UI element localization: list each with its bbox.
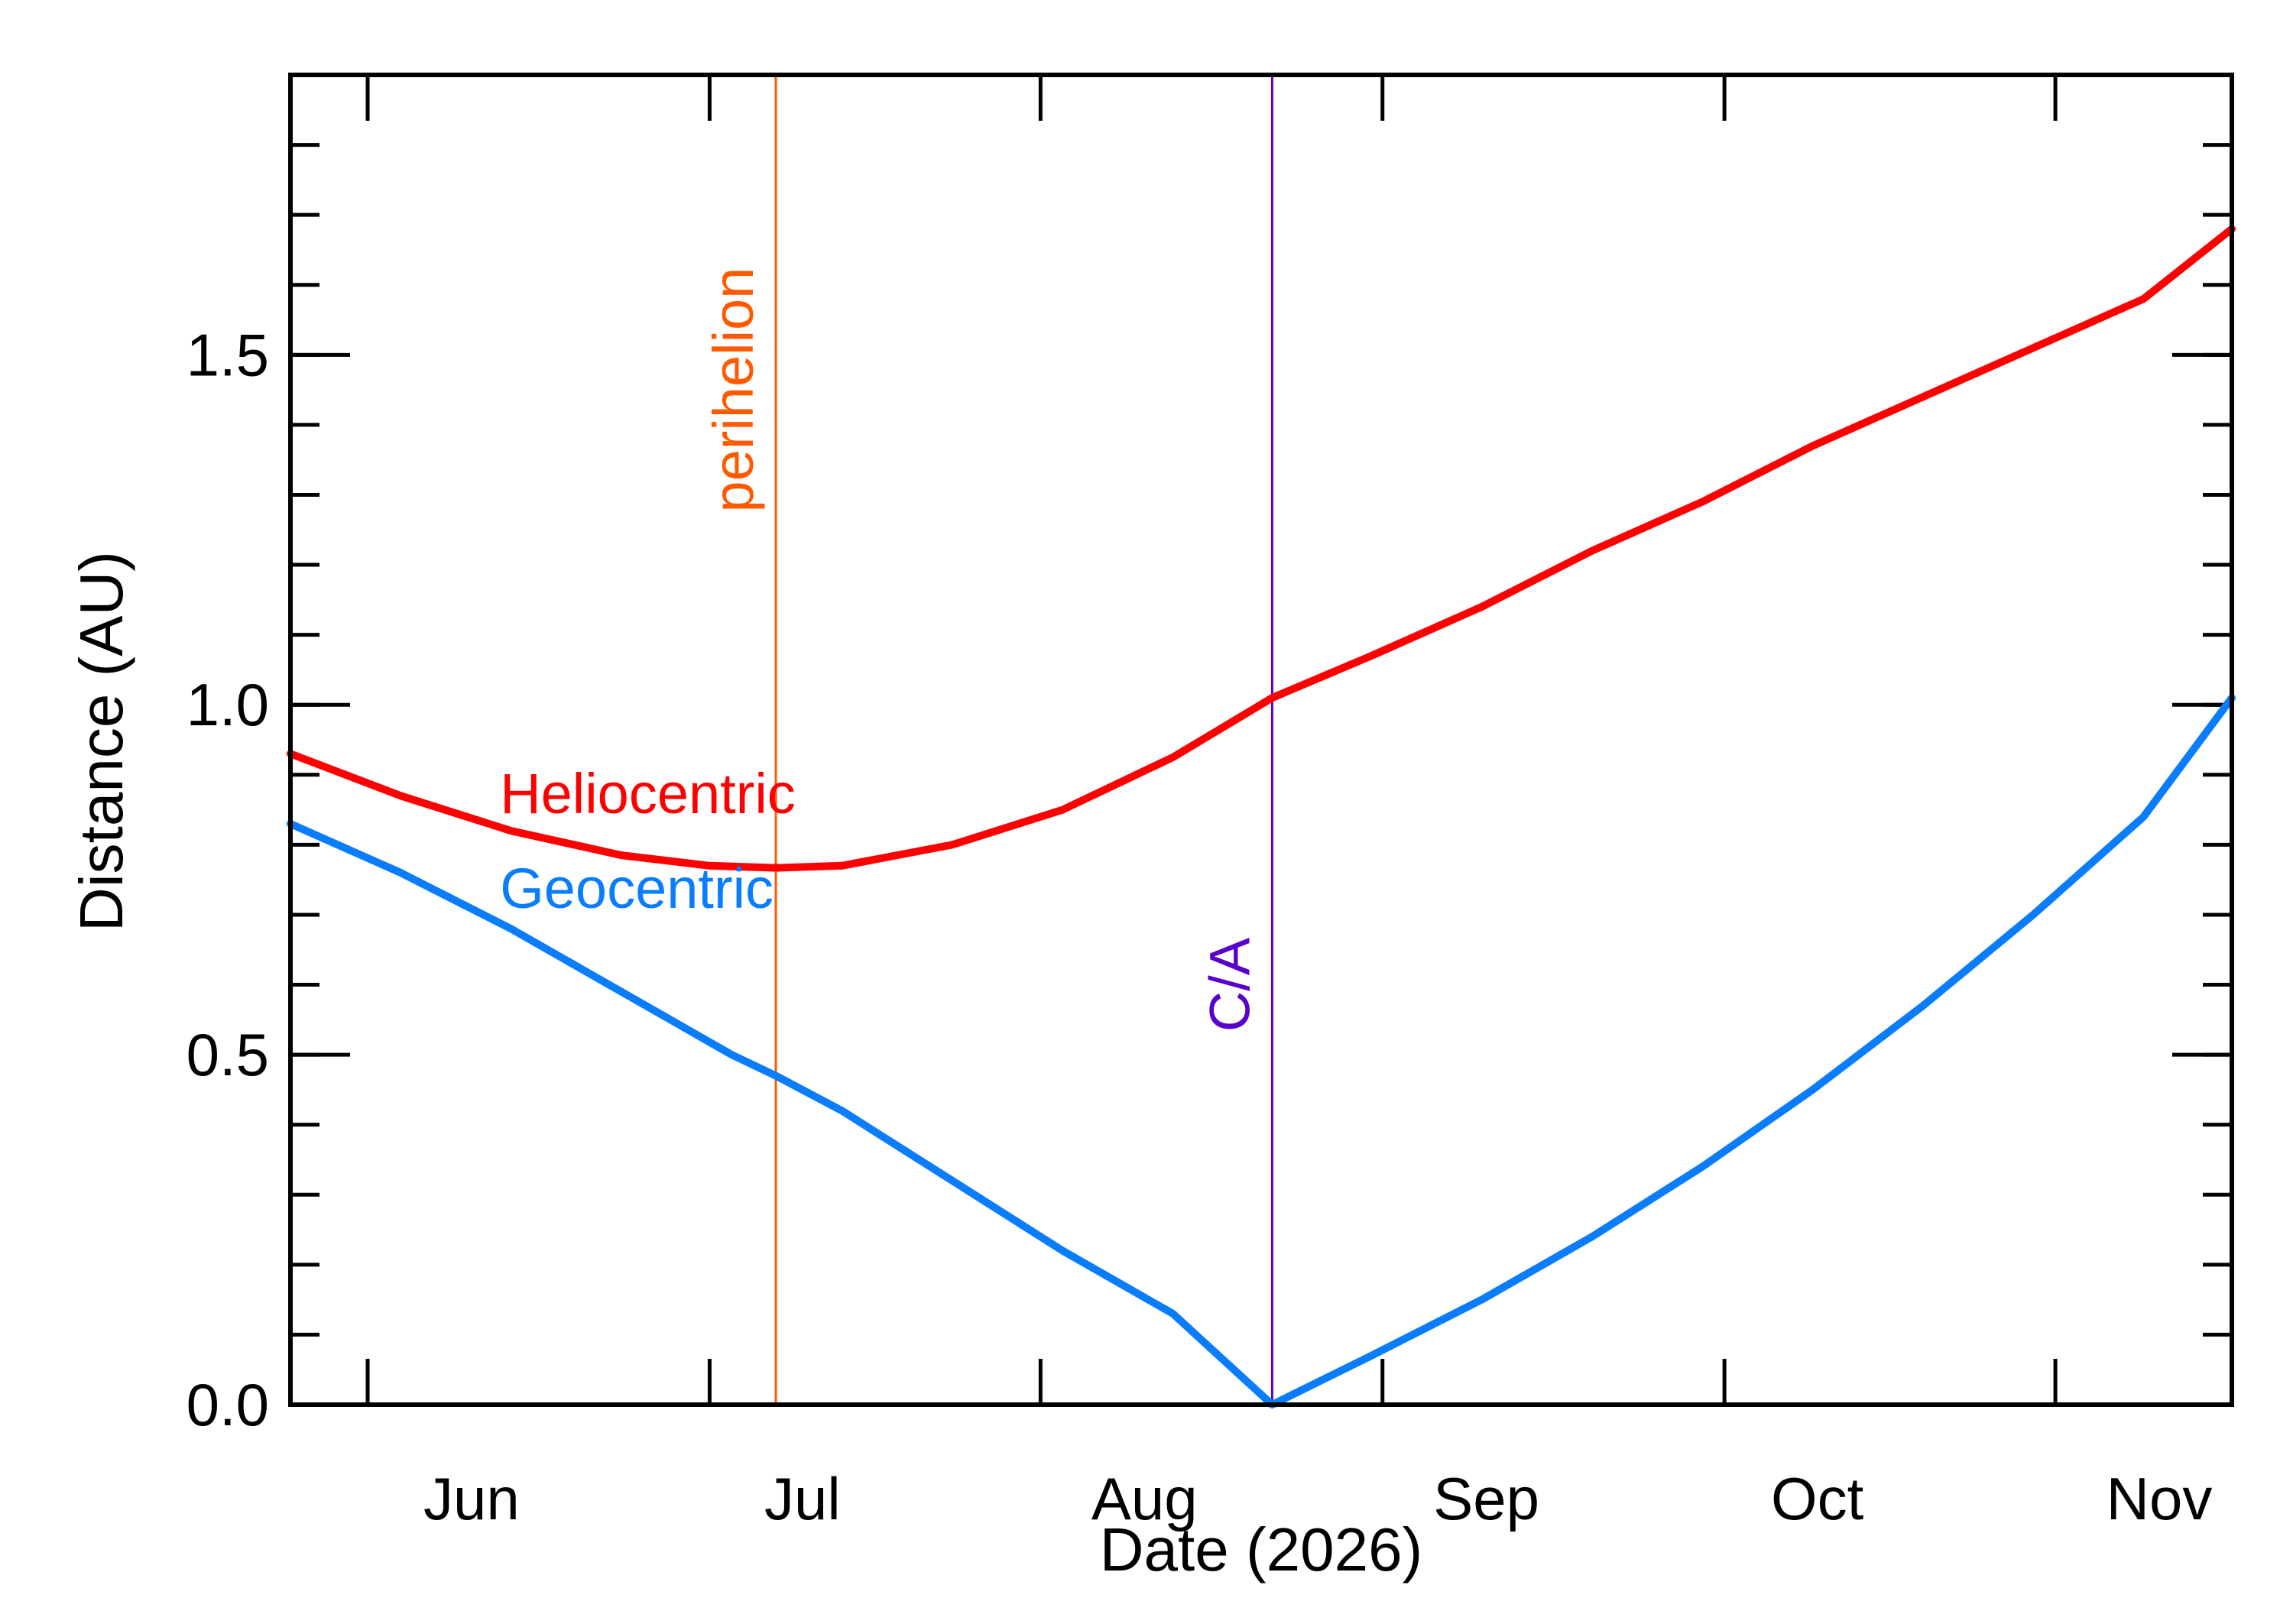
y-tick-label: 1.0 — [186, 671, 269, 738]
series-label: Heliocentric — [500, 762, 796, 825]
y-axis-label: Distance (AU) — [67, 551, 135, 932]
plot-frame — [288, 73, 2234, 1407]
y-tick-label: 0.0 — [186, 1371, 269, 1438]
y-tick-labels: 0.0 0.5 1.0 1.5 — [186, 321, 269, 1438]
x-axis-label: Date (2026) — [1100, 1515, 1422, 1583]
event-labels: perihelion C/A — [702, 267, 1261, 1032]
y-tick-label: 1.5 — [186, 321, 269, 388]
x-tick-label: Sep — [1433, 1465, 1539, 1532]
x-tick-label: Aug — [1091, 1465, 1198, 1532]
event-lines — [774, 75, 1273, 1405]
x-tick-label: Jul — [764, 1465, 841, 1532]
series-labels: Heliocentric Geocentric — [500, 762, 796, 920]
y-tick-label: 0.5 — [186, 1021, 269, 1088]
x-tick-label: Nov — [2107, 1465, 2213, 1532]
series-line — [287, 225, 2236, 872]
series-label: Geocentric — [500, 857, 774, 920]
series-lines — [287, 225, 2236, 1408]
x-tick-labels: Jun Jul Aug Sep Oct Nov — [423, 1465, 2212, 1532]
event-label: C/A — [1198, 937, 1261, 1032]
event-label: perihelion — [702, 267, 765, 513]
series-line — [287, 694, 2236, 1408]
x-tick-label: Jun — [423, 1465, 520, 1532]
x-tick-label: Oct — [1771, 1465, 1864, 1532]
